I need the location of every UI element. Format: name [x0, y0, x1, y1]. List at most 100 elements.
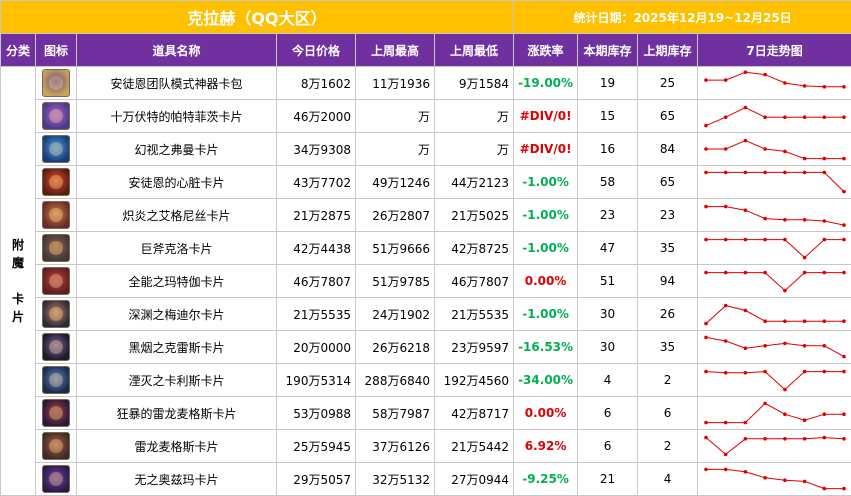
trend-point [763, 319, 767, 323]
trend-line [705, 437, 845, 456]
trend-sparkline [704, 435, 846, 457]
trend-point [723, 115, 728, 119]
this-stock: 15 [577, 99, 639, 133]
trend-cell [697, 99, 851, 133]
last-week-low: 27万0944 [433, 462, 515, 496]
trend-point [842, 486, 846, 491]
last-week-high: 万 [355, 132, 435, 166]
item-name: 黑烟之克雷斯卡片 [76, 330, 277, 364]
blue-eye-card-icon [42, 135, 70, 163]
last-stock: 2 [637, 363, 699, 397]
trend-point [743, 208, 748, 212]
trend-line [706, 140, 845, 160]
trend-point [743, 470, 748, 474]
col-name: 道具名称 [76, 33, 277, 67]
title-row: 克拉赫（QQ大区） 统计日期：2025年12月19~12月25日 [0, 0, 851, 34]
icon-cell [35, 297, 77, 331]
trend-point [763, 401, 767, 406]
this-stock: 30 [577, 297, 639, 331]
trend-sparkline [704, 237, 846, 260]
trend-point [802, 170, 807, 175]
last-week-high: 26万2807 [355, 198, 435, 232]
trend-point [842, 270, 846, 275]
last-stock: 84 [637, 132, 699, 166]
icon-cell [35, 231, 77, 265]
red-mage-card-icon [42, 267, 70, 295]
void-blade-card-icon [42, 366, 70, 394]
trend-point [763, 147, 767, 151]
trend-sparkline [704, 204, 846, 227]
last-week-low: 21万5442 [433, 429, 515, 463]
last-stock: 23 [637, 198, 699, 232]
trend-point [783, 115, 787, 119]
trend-point [822, 412, 827, 416]
last-week-high: 万 [355, 99, 435, 133]
trend-point [704, 270, 708, 275]
icon-cell [35, 264, 77, 298]
trend-point [802, 270, 807, 275]
table-row: 无之奥兹玛卡片 29万5057 32万5132 27万0944 -9.25% 21 4 [1, 462, 851, 496]
trend-point [822, 344, 827, 348]
trend-point [723, 270, 728, 275]
col-today-price: 今日价格 [276, 33, 356, 67]
trend-point [763, 237, 767, 242]
trend-sparkline [704, 70, 846, 89]
trend-point [822, 115, 827, 119]
trend-point [842, 156, 846, 161]
last-week-low: 44万2123 [433, 165, 515, 199]
change-rate: 0.00% [513, 396, 579, 430]
trend-line [706, 272, 845, 292]
table-row: 十万伏特的帕特菲茨卡片 46万2000 万万 #DIV/0! 15 65 [1, 99, 851, 133]
icon-cell [35, 165, 77, 199]
void-ozma-card-icon [42, 465, 70, 493]
last-stock: 26 [637, 297, 699, 331]
icon-cell [35, 396, 77, 430]
trend-cell [697, 363, 851, 397]
item-name: 无之奥兹玛卡片 [76, 462, 277, 496]
abyss-mage-card-icon [42, 300, 70, 328]
table-row: 狂暴的雷龙麦格斯卡片 53万0988 58万7987 42万8717 0.00% 6 6 [1, 396, 851, 430]
table-row: 安徒恩的心脏卡片 43万7702 49万1246 44万2123 -1.00% 58 65 [1, 165, 851, 199]
trend-point [783, 288, 787, 293]
trend-point [704, 335, 708, 340]
this-stock: 23 [577, 198, 639, 232]
trend-point [822, 156, 827, 161]
last-week-low: 23万9597 [433, 330, 515, 364]
last-week-high: 49万1246 [355, 165, 435, 199]
change-rate: -34.00% [513, 363, 579, 397]
trend-point [704, 123, 708, 128]
table-row: 幻视之弗曼卡片 34万9308 万万 #DIV/0! 16 84 [1, 132, 851, 166]
trend-point [704, 369, 708, 374]
trend-point [704, 237, 708, 242]
trend-point [723, 204, 728, 209]
trend-point [802, 84, 807, 88]
trend-sparkline [704, 401, 846, 425]
trend-point [704, 78, 708, 82]
trend-point [704, 147, 708, 151]
trend-point [783, 319, 787, 323]
trend-point [723, 420, 728, 425]
this-stock: 16 [577, 132, 639, 166]
trend-point [842, 437, 846, 441]
change-rate: 0.00% [513, 264, 579, 298]
this-stock: 47 [577, 231, 639, 265]
trend-line [706, 239, 845, 259]
trend-point [802, 344, 807, 348]
icon-cell [35, 99, 77, 133]
table-row: 全能之玛特伽卡片 46万7807 51万9785 46万7807 0.00% 51 94 [1, 264, 851, 298]
change-rate: #DIV/0! [513, 132, 579, 166]
table-row: 炽炎之艾格尼丝卡片 21万2875 26万2807 21万5025 -1.00% 23 23 [1, 198, 851, 232]
trend-point [723, 303, 728, 308]
last-week-high: 58万7987 [355, 396, 435, 430]
last-week-high: 37万6126 [355, 429, 435, 463]
header-row: 分类 图标 道具名称 今日价格 上周最高 上周最低 涨跌率 本期库存 上期库存 … [0, 33, 851, 67]
change-rate: -16.53% [513, 330, 579, 364]
trend-cell [697, 429, 851, 463]
last-stock: 65 [637, 99, 699, 133]
today-price: 20万0000 [276, 330, 356, 364]
item-name: 湮灭之卡利斯卡片 [76, 363, 277, 397]
change-rate: 6.92% [513, 429, 579, 463]
trend-line [705, 107, 845, 127]
trend-point [763, 72, 767, 77]
trend-cell [697, 297, 851, 331]
